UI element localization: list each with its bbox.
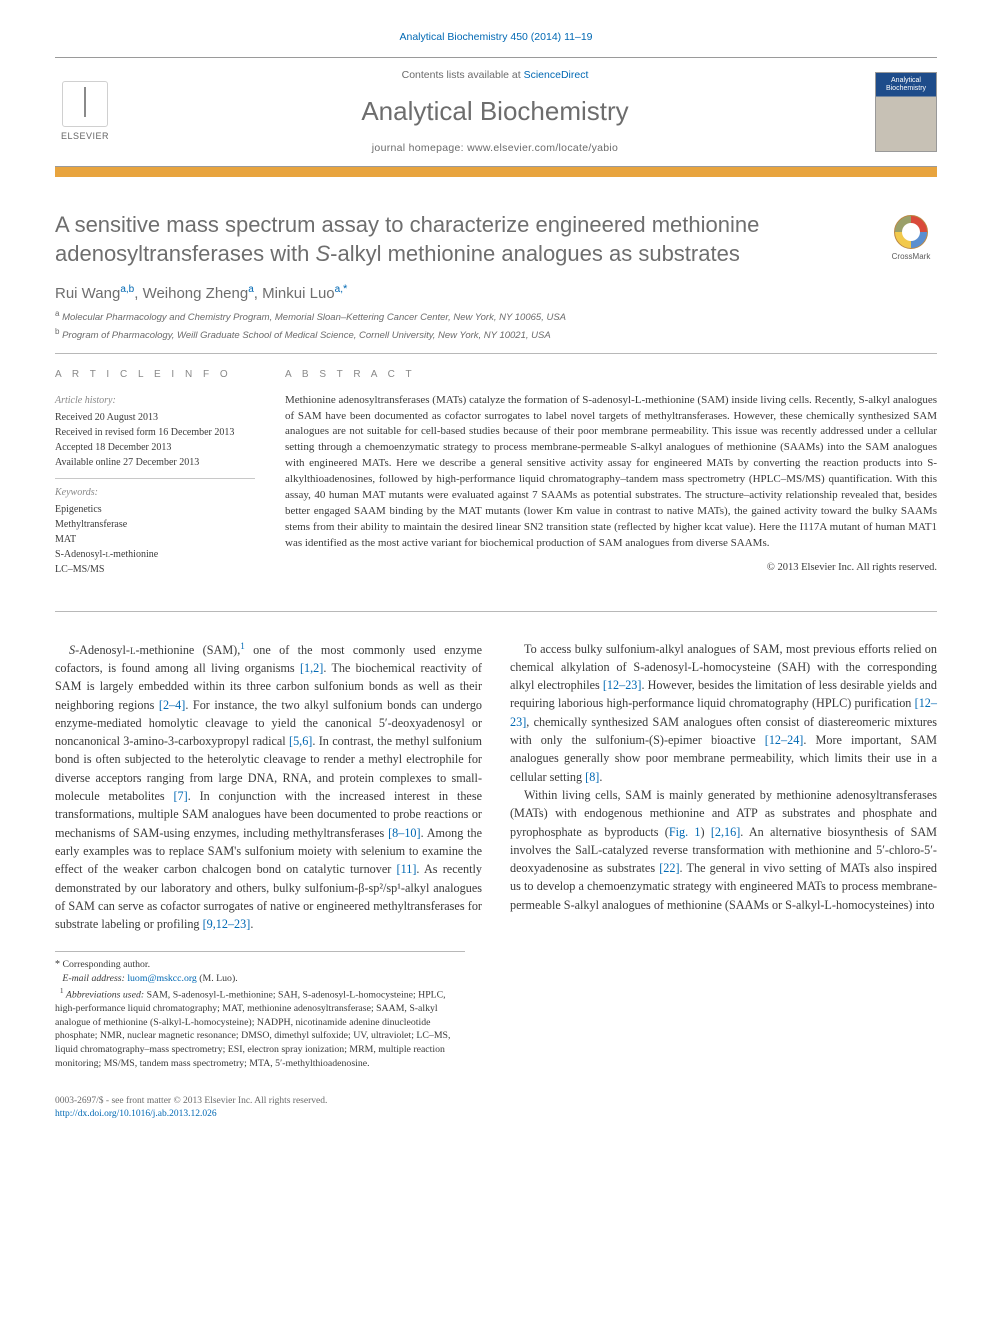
ref-12-24[interactable]: [12–24] bbox=[765, 733, 804, 747]
title-post: -alkyl methionine analogues as substrate… bbox=[330, 241, 740, 266]
history-online: Available online 27 December 2013 bbox=[55, 455, 255, 470]
header-band: ELSEVIER Contents lists available at Sci… bbox=[55, 57, 937, 167]
ref-2-16[interactable]: [2,16] bbox=[711, 825, 740, 839]
abstract-text: Methionine adenosyltransferases (MATs) c… bbox=[285, 393, 937, 552]
abbr-label: Abbreviations used: bbox=[64, 989, 145, 1000]
rule-top bbox=[55, 353, 937, 354]
affiliations: a Molecular Pharmacology and Chemistry P… bbox=[55, 308, 937, 343]
history-accepted: Accepted 18 December 2013 bbox=[55, 440, 255, 455]
history-received: Received 20 August 2013 bbox=[55, 410, 255, 425]
journal-cover-thumb[interactable]: Analytical Biochemistry bbox=[875, 72, 937, 152]
history-heading: Article history: bbox=[55, 393, 255, 408]
ref-7[interactable]: [7] bbox=[174, 789, 188, 803]
abstract-copyright: © 2013 Elsevier Inc. All rights reserved… bbox=[285, 560, 937, 575]
ref-5-6[interactable]: [5,6] bbox=[289, 734, 312, 748]
author-3[interactable]: Minkui Luo bbox=[262, 285, 335, 302]
keyword-3: MAT bbox=[55, 532, 255, 547]
publisher-name: ELSEVIER bbox=[61, 130, 109, 143]
ref-11[interactable]: [11] bbox=[397, 862, 417, 876]
ref-12-23a[interactable]: [12–23] bbox=[603, 678, 642, 692]
page-footer: 0003-2697/$ - see front matter © 2013 El… bbox=[55, 1095, 937, 1123]
corresponding-star: * bbox=[343, 283, 347, 295]
ref-22[interactable]: [22] bbox=[659, 861, 679, 875]
keywords-heading: Keywords: bbox=[55, 485, 255, 500]
publisher-logo[interactable]: ELSEVIER bbox=[55, 77, 115, 147]
gold-rule bbox=[55, 167, 937, 177]
article-info: A R T I C L E I N F O Article history: R… bbox=[55, 368, 255, 591]
corresponding-email[interactable]: luom@mskcc.org bbox=[127, 973, 197, 984]
elsevier-tree-icon bbox=[62, 81, 108, 127]
affiliation-a: Molecular Pharmacology and Chemistry Pro… bbox=[62, 312, 566, 323]
issn-line: 0003-2697/$ - see front matter © 2013 El… bbox=[55, 1095, 937, 1109]
author-3-aff: a, bbox=[335, 284, 343, 295]
author-2-aff: a bbox=[248, 284, 254, 295]
abstract-heading: A B S T R A C T bbox=[285, 368, 937, 383]
ref-2-4[interactable]: [2–4] bbox=[159, 698, 185, 712]
contents-prefix: Contents lists available at bbox=[402, 69, 524, 81]
abbreviations-note: 1 Abbreviations used: SAM, S-adenosyl-L-… bbox=[55, 986, 465, 1070]
fig1-ref[interactable]: Fig. 1 bbox=[669, 825, 701, 839]
ref-8[interactable]: [8] bbox=[585, 770, 599, 784]
homepage-prefix: journal homepage: bbox=[372, 142, 467, 154]
keyword-4: S-Adenosyl-l-methionine bbox=[55, 547, 255, 562]
keyword-2: Methyltransferase bbox=[55, 517, 255, 532]
contents-line: Contents lists available at ScienceDirec… bbox=[129, 68, 861, 83]
email-who: (M. Luo). bbox=[197, 973, 238, 984]
article-title: A sensitive mass spectrum assay to chara… bbox=[55, 211, 865, 268]
corresponding-note: * Corresponding author. bbox=[55, 958, 465, 972]
keyword-1: Epigenetics bbox=[55, 502, 255, 517]
email-label: E-mail address: bbox=[62, 973, 127, 984]
email-line: E-mail address: luom@mskcc.org (M. Luo). bbox=[55, 972, 465, 986]
author-1-aff: a,b bbox=[120, 284, 134, 295]
article-body: S-Adenosyl-l-methionine (SAM),1 one of t… bbox=[55, 640, 937, 934]
ref-1-2[interactable]: [1,2] bbox=[300, 661, 323, 675]
sciencedirect-link[interactable]: ScienceDirect bbox=[524, 69, 589, 81]
body-p3: To access bulky sulfonium-alkyl analogue… bbox=[510, 640, 937, 786]
doi-link[interactable]: http://dx.doi.org/10.1016/j.ab.2013.12.0… bbox=[55, 1109, 217, 1119]
journal-name: Analytical Biochemistry bbox=[129, 93, 861, 131]
body-p4: Within living cells, SAM is mainly gener… bbox=[510, 786, 937, 914]
body-p1: S-Adenosyl-l-methionine (SAM),1 one of t… bbox=[55, 640, 482, 934]
crossmark-badge[interactable]: CrossMark bbox=[885, 215, 937, 263]
journal-reference: Analytical Biochemistry 450 (2014) 11–19 bbox=[55, 30, 937, 45]
p4b: ) bbox=[701, 825, 711, 839]
journal-homepage: journal homepage: www.elsevier.com/locat… bbox=[129, 141, 861, 156]
footnotes: * Corresponding author. E-mail address: … bbox=[55, 951, 465, 1070]
author-1[interactable]: Rui Wang bbox=[55, 285, 120, 302]
ref-9-12-23[interactable]: [9,12–23] bbox=[203, 917, 251, 931]
affiliation-b: Program of Pharmacology, Weill Graduate … bbox=[62, 330, 551, 341]
keyword-5: LC–MS/MS bbox=[55, 562, 255, 577]
article-info-heading: A R T I C L E I N F O bbox=[55, 368, 255, 383]
p1a: -Adenosyl-l-methionine (SAM), bbox=[75, 643, 240, 657]
cover-label: Analytical Biochemistry bbox=[876, 77, 936, 92]
ref-8-10[interactable]: [8–10] bbox=[388, 826, 421, 840]
header-center: Contents lists available at ScienceDirec… bbox=[129, 68, 861, 156]
p2c: . bbox=[250, 917, 253, 931]
p3e: . bbox=[599, 770, 602, 784]
homepage-url[interactable]: www.elsevier.com/locate/yabio bbox=[467, 142, 618, 154]
title-italic: S bbox=[315, 241, 330, 266]
crossmark-label: CrossMark bbox=[892, 251, 931, 263]
history-revised: Received in revised form 16 December 201… bbox=[55, 425, 255, 440]
abstract: A B S T R A C T Methionine adenosyltrans… bbox=[285, 368, 937, 591]
rule-mid bbox=[55, 611, 937, 612]
author-2[interactable]: Weihong Zheng bbox=[143, 285, 249, 302]
crossmark-icon bbox=[894, 215, 928, 249]
abbr-text: SAM, S-adenosyl-L-methionine; SAH, S-ade… bbox=[55, 989, 450, 1069]
corr-text: Corresponding author. bbox=[60, 959, 150, 970]
author-list: Rui Wanga,b, Weihong Zhenga, Minkui Luoa… bbox=[55, 281, 937, 305]
